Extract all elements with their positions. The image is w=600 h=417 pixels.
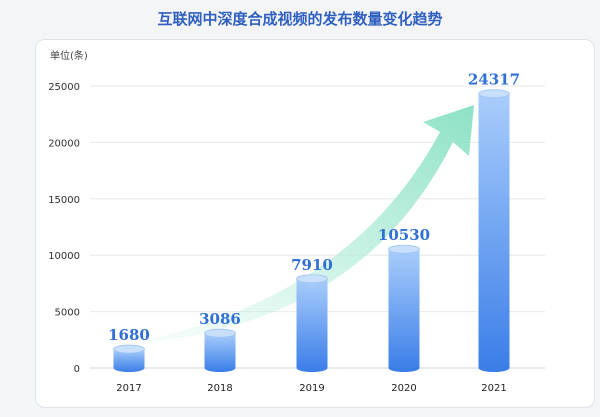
bar (113, 349, 145, 372)
data-label: 7910 (291, 256, 333, 274)
data-label: 24317 (468, 71, 520, 89)
x-tick-label: 2021 (481, 383, 506, 394)
y-tick-label: 25000 (48, 82, 80, 93)
x-tick-label: 2020 (391, 383, 416, 394)
y-tick-label: 5000 (55, 308, 80, 319)
y-tick-label: 20000 (48, 138, 80, 149)
bar-top (296, 274, 328, 284)
bar-top (204, 328, 236, 338)
data-label: 3086 (199, 310, 241, 328)
bar-top (388, 244, 420, 254)
y-axis-unit-label: 单位(条) (50, 49, 88, 62)
y-tick-label: 10000 (48, 251, 80, 262)
y-tick-label: 0 (74, 364, 80, 375)
chart-title: 互联网中深度合成视频的发布数量变化趋势 (157, 10, 443, 28)
bar-top (478, 89, 510, 99)
x-tick-label: 2017 (116, 383, 141, 394)
bar (478, 93, 510, 373)
bar (204, 333, 236, 372)
bar (388, 249, 420, 372)
bar-top (113, 344, 145, 354)
x-tick-label: 2018 (207, 383, 232, 394)
y-tick-label: 15000 (48, 195, 80, 206)
data-label: 1680 (108, 326, 150, 344)
data-label: 10530 (378, 226, 430, 244)
bar (296, 278, 328, 372)
x-tick-label: 2019 (299, 383, 324, 394)
